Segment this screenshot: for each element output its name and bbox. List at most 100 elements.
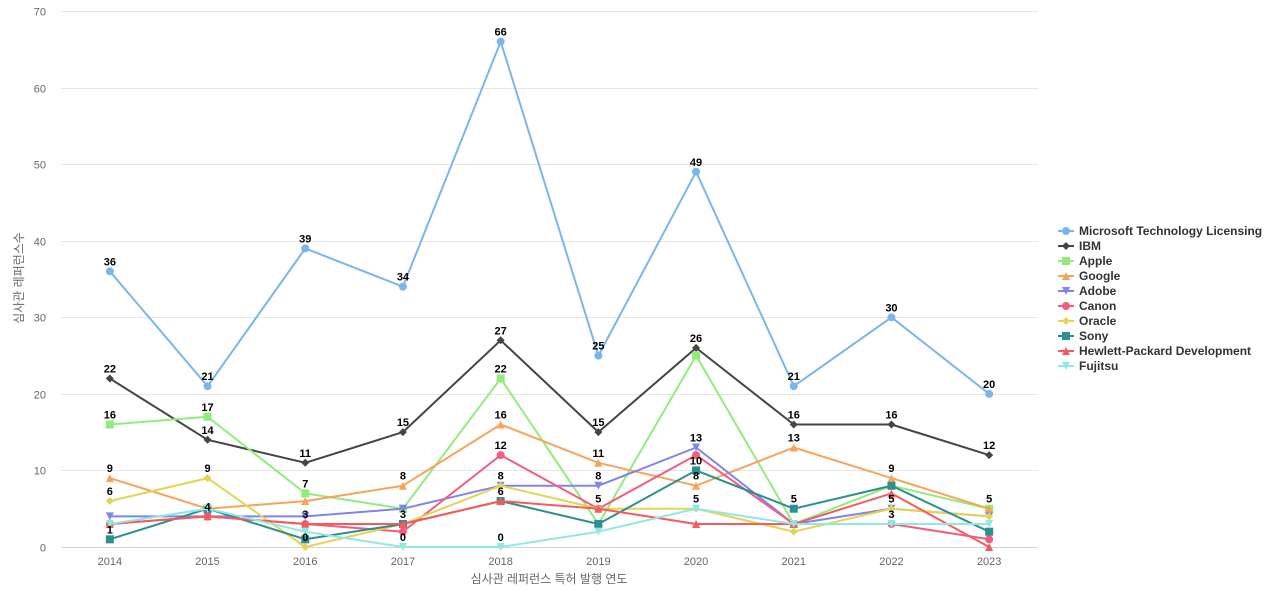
data-point[interactable] [692,466,701,475]
series-line[interactable] [108,469,991,541]
series-line[interactable] [108,477,991,548]
data-point[interactable] [301,458,310,467]
legend-item[interactable]: Canon [1058,299,1116,313]
data-point[interactable] [887,520,896,529]
data-point[interactable] [789,382,798,391]
data-point[interactable] [105,512,114,521]
data-point[interactable] [789,420,798,429]
data-label: 13 [788,432,800,444]
data-point[interactable] [398,527,407,536]
data-point[interactable] [105,474,114,483]
data-point[interactable] [203,412,212,421]
legend-item[interactable]: Fujitsu [1058,359,1118,373]
series-line[interactable] [108,354,991,525]
data-point[interactable] [985,543,994,551]
data-point[interactable] [985,527,994,536]
legend-item[interactable]: Microsoft Technology Licensing [1058,224,1262,238]
data-point[interactable] [301,535,310,544]
legend-item[interactable]: Hewlett-Packard Development [1058,344,1251,358]
data-point[interactable] [887,474,896,483]
y-tick-label: 0 [40,543,46,555]
series-line[interactable] [108,507,991,548]
data-point[interactable] [887,481,896,490]
data-point[interactable] [887,420,896,429]
data-point[interactable] [594,520,603,529]
data-point[interactable] [496,451,505,460]
data-point[interactable] [398,481,407,490]
data-point[interactable] [692,451,701,460]
data-point[interactable] [301,520,310,529]
data-point[interactable] [398,520,407,529]
data-point[interactable] [985,520,994,529]
data-point[interactable] [496,336,505,345]
series-line[interactable] [108,423,991,510]
series-line[interactable] [108,446,991,525]
data-label: 9 [888,463,894,475]
data-point[interactable] [496,497,505,506]
data-point[interactable] [692,167,701,176]
data-point[interactable] [203,512,212,521]
data-point[interactable] [398,504,407,513]
data-point[interactable] [985,535,994,544]
legend-item[interactable]: Oracle [1058,314,1117,328]
data-point[interactable] [496,481,505,490]
series-line[interactable] [108,339,991,464]
legend-item[interactable]: Sony [1058,329,1109,343]
data-point[interactable] [692,481,701,490]
data-point[interactable] [789,520,798,529]
legend-symbol [1062,257,1070,265]
data-point[interactable] [398,543,407,551]
data-point[interactable] [203,435,212,444]
data-point[interactable] [594,428,603,437]
data-point[interactable] [105,497,114,506]
data-point[interactable] [985,451,994,460]
data-point[interactable] [203,382,212,391]
data-point[interactable] [594,458,603,467]
data-point[interactable] [301,497,310,506]
data-point[interactable] [398,282,407,291]
data-point[interactable] [594,504,603,513]
data-point[interactable] [105,374,114,383]
data-point[interactable] [301,543,310,551]
legend-item[interactable]: Google [1058,269,1121,283]
data-point[interactable] [496,420,505,429]
data-point[interactable] [301,244,310,253]
legend[interactable]: Microsoft Technology LicensingIBMAppleGo… [1058,224,1262,373]
data-point[interactable] [985,504,994,513]
data-point[interactable] [594,527,603,536]
data-point[interactable] [496,543,505,551]
data-point[interactable] [692,520,701,529]
data-point[interactable] [301,512,310,521]
data-point[interactable] [887,489,896,498]
data-point[interactable] [301,527,310,536]
data-point[interactable] [789,527,798,536]
legend-item[interactable]: Apple [1058,254,1113,268]
series-line[interactable] [108,40,991,395]
data-point[interactable] [692,343,701,352]
data-point[interactable] [105,520,114,529]
data-point[interactable] [105,420,114,429]
data-point[interactable] [985,389,994,398]
data-point[interactable] [105,535,114,544]
legend-item[interactable]: IBM [1058,239,1101,253]
data-point[interactable] [789,443,798,452]
data-point[interactable] [594,351,603,360]
legend-item[interactable]: Adobe [1058,284,1117,298]
data-point[interactable] [887,504,896,513]
data-point[interactable] [789,504,798,513]
data-point[interactable] [692,504,701,513]
data-point[interactable] [203,474,212,483]
data-label: 16 [495,409,507,421]
data-point[interactable] [105,267,114,276]
data-point[interactable] [398,428,407,437]
data-point[interactable] [301,489,310,498]
data-point[interactable] [692,351,701,360]
data-point[interactable] [887,313,896,322]
data-point[interactable] [496,37,505,46]
legend-symbol [1062,347,1070,355]
data-point[interactable] [594,481,603,490]
data-point[interactable] [985,512,994,521]
data-point[interactable] [692,443,701,452]
data-point[interactable] [496,374,505,383]
data-point[interactable] [203,504,212,513]
